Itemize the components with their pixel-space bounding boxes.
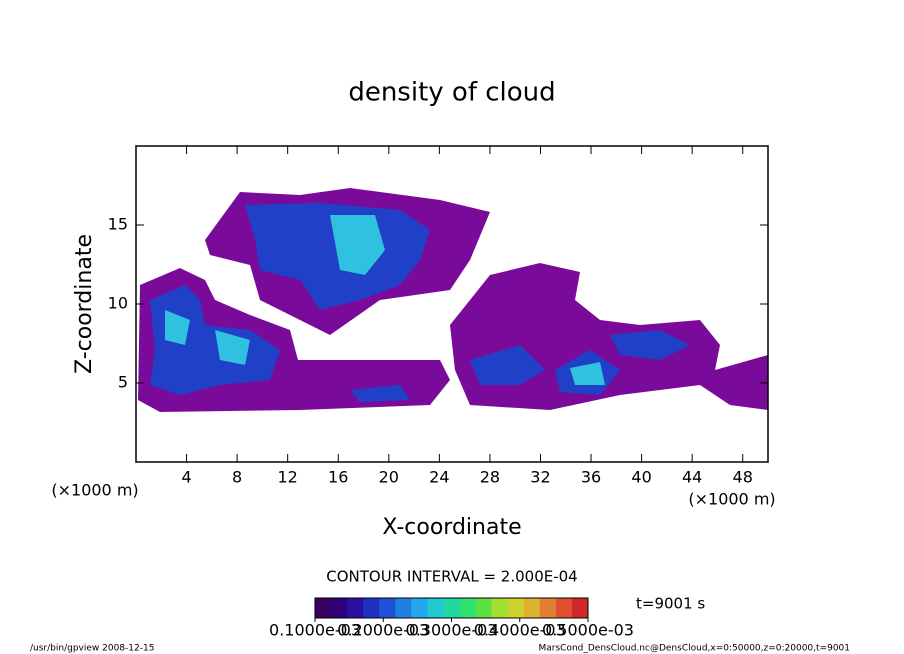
cloud-core bbox=[150, 285, 280, 395]
x-tick-label: 44 bbox=[682, 468, 702, 487]
time-label: t=9001 s bbox=[636, 595, 705, 613]
x-axis-label: X-coordinate bbox=[382, 515, 521, 540]
colorbar-tick-label: 0.3000e-03 bbox=[406, 621, 498, 640]
colorbar-segment bbox=[507, 598, 525, 618]
colorbar-tick-label: 0.2000e-03 bbox=[337, 621, 429, 640]
colorbar-tick-label: 0.5000e-03 bbox=[542, 621, 634, 640]
colorbar-segment bbox=[395, 598, 412, 618]
colorbar-segment bbox=[571, 598, 589, 618]
colorbar-segment bbox=[379, 598, 396, 618]
x-unit-left: (×1000 m) bbox=[51, 481, 138, 500]
x-tick-label: 24 bbox=[429, 468, 449, 487]
colorbar-tick-label: 0.4000e-03 bbox=[474, 621, 566, 640]
y-tick-label: 10 bbox=[108, 294, 128, 313]
y-tick-label: 15 bbox=[108, 215, 128, 234]
colorbar-segment bbox=[411, 598, 428, 618]
x-tick-label: 40 bbox=[631, 468, 651, 487]
colorbar-segment bbox=[363, 598, 380, 618]
contour-interval: CONTOUR INTERVAL = 2.000E-04 bbox=[326, 568, 577, 586]
x-tick-label: 20 bbox=[379, 468, 399, 487]
x-tick-label: 36 bbox=[581, 468, 601, 487]
footer-left: /usr/bin/gpview 2008-12-15 bbox=[30, 644, 154, 654]
colorbar-segment bbox=[315, 598, 332, 618]
colorbar-segment bbox=[475, 598, 493, 618]
footer-right: MarsCond_DensCloud.nc@DensCloud,x=0:5000… bbox=[539, 644, 851, 654]
colorbar-segment bbox=[539, 598, 557, 618]
x-tick-label: 32 bbox=[530, 468, 550, 487]
x-tick-label: 8 bbox=[232, 468, 242, 487]
colorbar-segment bbox=[347, 598, 364, 618]
y-tick-label: 5 bbox=[118, 373, 128, 392]
colorbar-segment bbox=[491, 598, 509, 618]
x-tick-label: 4 bbox=[181, 468, 191, 487]
x-tick-label: 28 bbox=[480, 468, 500, 487]
plot-frame bbox=[135, 145, 769, 463]
colorbar-tick-label: 0.1000e-03 bbox=[269, 621, 361, 640]
x-tick-label: 12 bbox=[278, 468, 298, 487]
colorbar-segment bbox=[459, 598, 477, 618]
colorbar-segment bbox=[555, 598, 573, 618]
cloud-region bbox=[450, 263, 768, 410]
colorbar-segment bbox=[443, 598, 461, 618]
colorbar-segment bbox=[523, 598, 541, 618]
x-tick-label: 16 bbox=[328, 468, 348, 487]
cloud-core bbox=[245, 203, 430, 310]
chart-title: density of cloud bbox=[348, 78, 555, 108]
y-axis-label: Z-coordinate bbox=[72, 234, 97, 374]
x-tick-label: 48 bbox=[733, 468, 753, 487]
contour-field bbox=[138, 188, 768, 412]
cloud-core bbox=[350, 330, 690, 402]
colorbar-segment bbox=[331, 598, 348, 618]
x-unit-right: (×1000 m) bbox=[688, 490, 775, 509]
colorbar-segment bbox=[427, 598, 444, 618]
